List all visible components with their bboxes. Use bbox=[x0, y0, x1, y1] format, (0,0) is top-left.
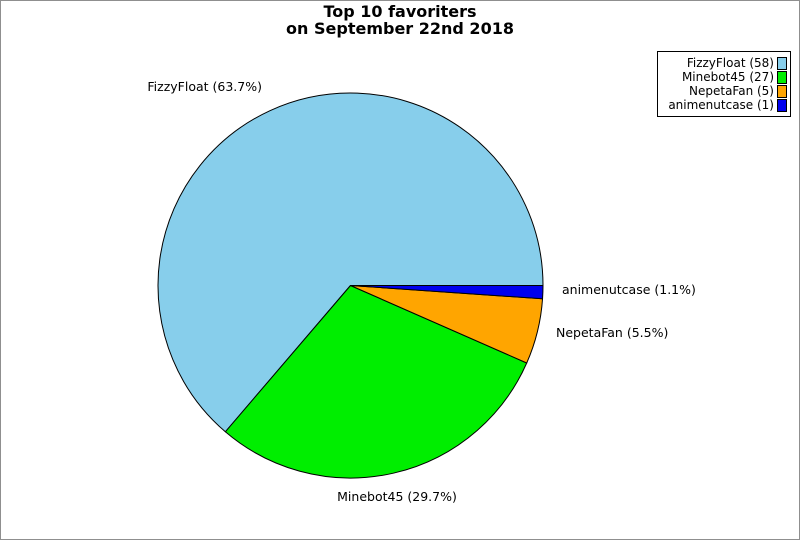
pie-slice-animenutcase bbox=[350, 285, 544, 300]
chart-title-line1: Top 10 favoriters bbox=[323, 2, 477, 21]
legend-label-fizzyfloat: FizzyFloat (58) bbox=[686, 56, 774, 70]
legend-swatch-nepetafan bbox=[777, 84, 787, 98]
legend-label-minebot45: Minebot45 (27) bbox=[681, 70, 774, 84]
legend: FizzyFloat (58) Minebot45 (27) NepetaFan… bbox=[657, 51, 791, 117]
slice-label-nepetafan: NepetaFan (5.5%) bbox=[556, 325, 669, 340]
slice-label-animenutcase: animenutcase (1.1%) bbox=[562, 282, 696, 297]
pie-slice-minebot45 bbox=[224, 285, 528, 479]
legend-label-animenutcase: animenutcase (1) bbox=[668, 98, 774, 112]
slice-label-fizzyfloat: FizzyFloat (63.7%) bbox=[147, 79, 262, 94]
chart-title: Top 10 favoriters on September 22nd 2018 bbox=[1, 2, 799, 38]
legend-swatch-minebot45 bbox=[777, 70, 787, 84]
legend-item-fizzyfloat: FizzyFloat (58) bbox=[663, 56, 787, 70]
legend-swatch-animenutcase bbox=[777, 98, 787, 112]
legend-label-nepetafan: NepetaFan (5) bbox=[689, 84, 774, 98]
legend-item-animenutcase: animenutcase (1) bbox=[663, 98, 787, 112]
legend-swatch-fizzyfloat bbox=[777, 56, 787, 70]
slice-label-minebot45: Minebot45 (29.7%) bbox=[337, 489, 457, 504]
chart-title-line2: on September 22nd 2018 bbox=[286, 18, 514, 38]
pie-slice-fizzyfloat bbox=[157, 92, 544, 433]
legend-item-minebot45: Minebot45 (27) bbox=[663, 70, 787, 84]
legend-item-nepetafan: NepetaFan (5) bbox=[663, 84, 787, 98]
